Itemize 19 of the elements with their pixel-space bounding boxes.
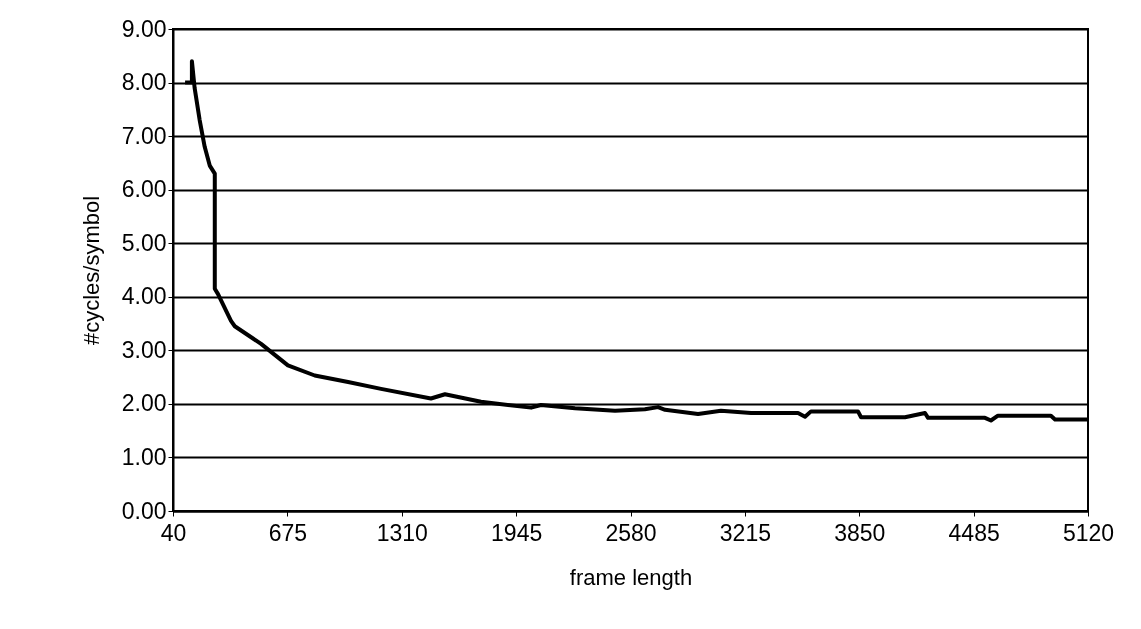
x-tick-label: 3215 <box>719 519 771 546</box>
y-tick-label: 8.00 <box>121 69 167 96</box>
x-tick-label: 675 <box>268 519 308 546</box>
x-axis-title: frame length <box>569 564 693 590</box>
y-tick-label: 2.00 <box>121 390 167 417</box>
y-tick-label: 7.00 <box>121 122 167 149</box>
y-tick-label: 1.00 <box>121 443 167 470</box>
x-tick-label: 5120 <box>1062 519 1115 546</box>
x-tick-label: 4485 <box>948 519 1000 546</box>
y-tick-label: 4.00 <box>121 283 167 310</box>
x-tick-label: 2580 <box>605 519 657 546</box>
y-tick-label: 3.00 <box>121 336 167 363</box>
y-axis-title: #cycles/symbol <box>78 195 104 346</box>
x-tick-label: 3850 <box>834 519 886 546</box>
x-tick-label: 1945 <box>491 519 543 546</box>
y-tick-label: 5.00 <box>121 229 167 256</box>
y-tick-label: 9.00 <box>121 15 167 42</box>
x-tick-label: 1310 <box>376 519 428 546</box>
y-tick-label: 6.00 <box>121 176 167 203</box>
